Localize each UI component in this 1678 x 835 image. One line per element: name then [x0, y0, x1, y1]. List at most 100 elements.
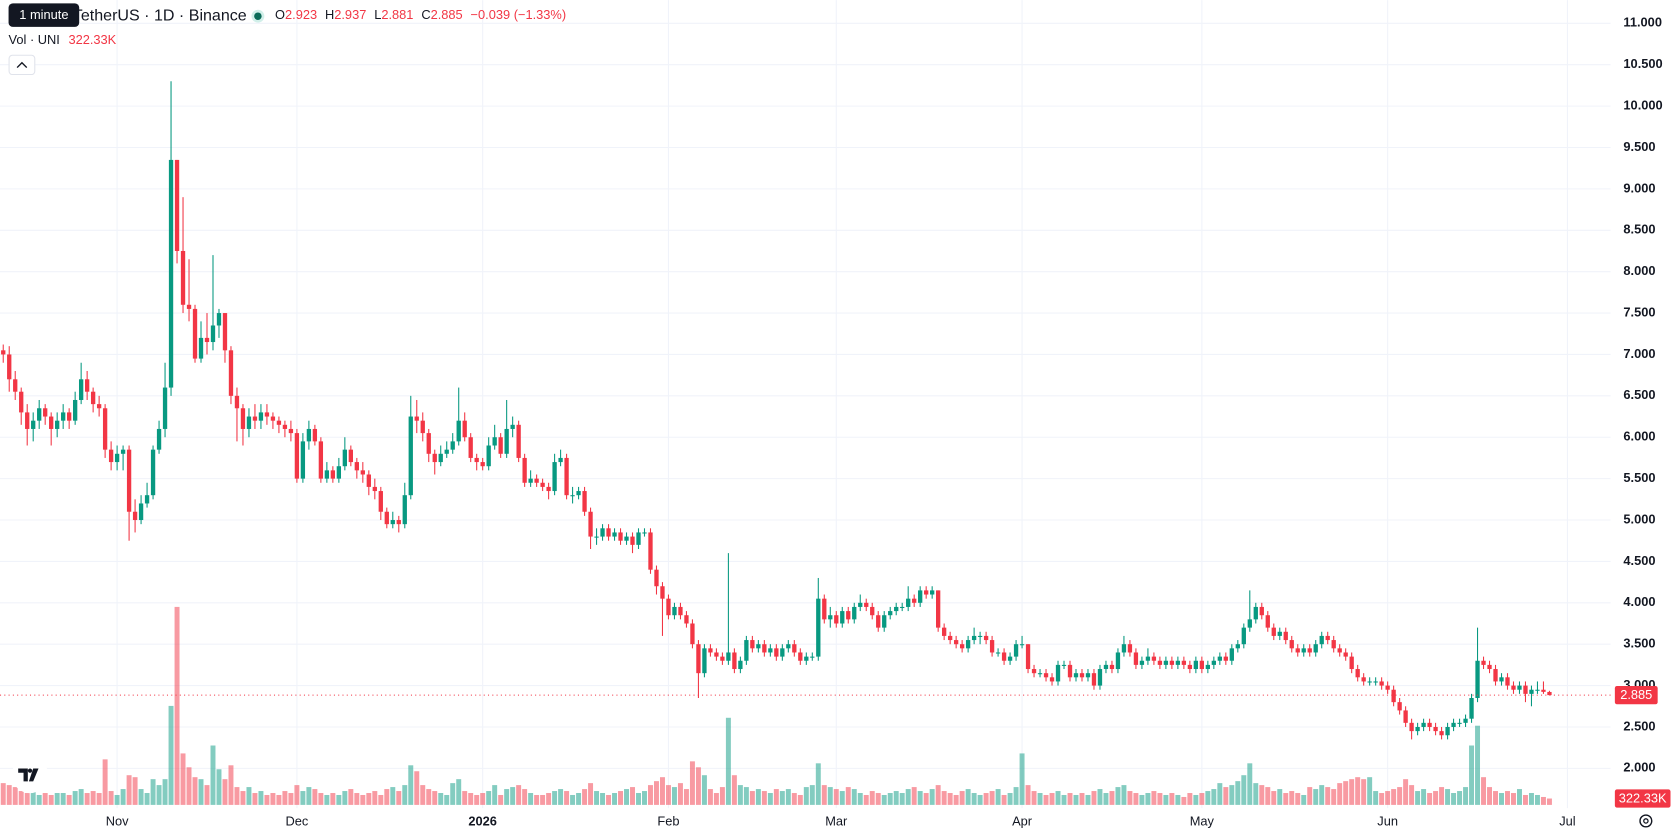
- volume-bar: [773, 789, 779, 805]
- volume-bar: [695, 767, 701, 805]
- volume-bar: [1205, 791, 1211, 805]
- volume-bar: [180, 753, 186, 805]
- candle-body: [552, 462, 557, 492]
- candle-body: [402, 495, 407, 525]
- volume-bar: [522, 789, 528, 805]
- volume-bar: [1433, 791, 1439, 805]
- candle-body: [61, 412, 66, 421]
- candle-body: [510, 424, 515, 429]
- candle-body: [1133, 652, 1139, 665]
- candle-body: [624, 536, 629, 541]
- volume-bar: [1073, 794, 1079, 805]
- y-tick-label: 7.000: [1623, 346, 1655, 361]
- volume-bar: [1259, 785, 1265, 805]
- volume-bar: [1349, 779, 1355, 805]
- candle-body: [906, 598, 911, 607]
- volume-bar: [240, 791, 246, 805]
- volume-pane: [0, 606, 1552, 805]
- volume-bar: [1223, 787, 1229, 805]
- y-tick-label: 10.000: [1623, 97, 1662, 112]
- x-tick-label: Nov: [106, 813, 129, 828]
- volume-bar: [707, 789, 713, 805]
- volume-bar: [809, 785, 815, 805]
- candle-body: [1481, 660, 1486, 665]
- volume-bar: [564, 791, 570, 805]
- volume-bar: [1157, 793, 1163, 805]
- volume-bar: [354, 793, 360, 805]
- volume-bar: [977, 794, 983, 805]
- volume-bar: [1079, 793, 1085, 805]
- volume-bar: [1163, 794, 1169, 805]
- candle-body: [1547, 691, 1552, 696]
- candle-body: [786, 644, 791, 649]
- candle-body: [67, 412, 72, 421]
- volume-bar: [12, 787, 18, 805]
- volume-bar: [654, 781, 659, 805]
- volume-bar: [1313, 789, 1319, 805]
- price-badge: [1614, 686, 1658, 705]
- candle-body: [432, 453, 437, 463]
- candle-body: [1409, 722, 1414, 732]
- candle-body: [516, 424, 521, 458]
- volume-bar: [492, 785, 498, 805]
- candle-body: [90, 391, 96, 405]
- candle-body: [456, 420, 461, 442]
- volume-bar: [558, 789, 564, 805]
- candle-body: [780, 648, 785, 657]
- symbol-title[interactable]: UNI / TetherUS · 1D · Binance: [32, 6, 247, 24]
- candle-body: [702, 648, 707, 674]
- volume-bar: [1451, 793, 1457, 805]
- volume-bar: [1121, 785, 1127, 805]
- volume-bar: [1061, 794, 1067, 805]
- candle-body: [84, 379, 90, 392]
- candle-body: [876, 615, 881, 628]
- volume-bar: [432, 791, 438, 805]
- y-tick-label: 6.000: [1623, 429, 1655, 444]
- candle-body: [576, 491, 581, 496]
- volume-bar: [917, 791, 923, 805]
- volume-bar: [1439, 787, 1445, 805]
- candle-body: [1247, 619, 1252, 628]
- volume-bar: [1457, 791, 1463, 805]
- candle-body: [528, 478, 533, 483]
- candle-body: [708, 648, 713, 653]
- volume-bar: [552, 791, 558, 805]
- candle-body: [1499, 677, 1504, 682]
- candle-body: [264, 412, 270, 417]
- volume-bar: [384, 789, 390, 805]
- volume-bar: [1187, 793, 1193, 805]
- candle-body: [882, 615, 887, 628]
- axes: 2.0002.5003.0003.5004.0004.5005.0005.500…: [0, 15, 1671, 828]
- open-letter: O: [275, 8, 285, 23]
- candle-body: [810, 656, 815, 658]
- candle-body: [49, 416, 54, 429]
- volume-bar: [186, 767, 192, 805]
- candle-body: [120, 449, 126, 454]
- volume-bar: [929, 789, 935, 805]
- x-tick-label: Mar: [825, 813, 848, 828]
- candle-body: [558, 457, 563, 463]
- volume-bar: [731, 775, 737, 805]
- candle-body: [1385, 685, 1390, 690]
- settings-button[interactable]: [1639, 814, 1653, 828]
- volume-bar: [390, 787, 396, 805]
- volume-bar: [959, 791, 965, 805]
- volume-bar: [1289, 791, 1295, 805]
- candle-body: [1259, 606, 1264, 616]
- candle-body: [1349, 656, 1354, 670]
- volume-bar: [839, 791, 845, 805]
- volume-bar: [1031, 791, 1037, 805]
- candle-body: [636, 532, 641, 545]
- volume-bar: [1481, 777, 1487, 805]
- volume-bar: [114, 794, 120, 805]
- volume-bar: [1271, 791, 1277, 805]
- candle-body: [1073, 673, 1079, 678]
- collapse-button[interactable]: [8, 54, 36, 76]
- candle-body: [612, 532, 617, 537]
- candle-body: [216, 313, 222, 326]
- candle-body: [816, 598, 821, 657]
- tradingview-logo[interactable]: [11, 756, 49, 794]
- volume-bar: [995, 789, 1001, 805]
- candle-body: [1505, 677, 1510, 686]
- candle-body: [1067, 664, 1073, 678]
